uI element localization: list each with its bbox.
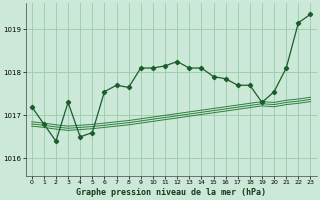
X-axis label: Graphe pression niveau de la mer (hPa): Graphe pression niveau de la mer (hPa) (76, 188, 266, 197)
